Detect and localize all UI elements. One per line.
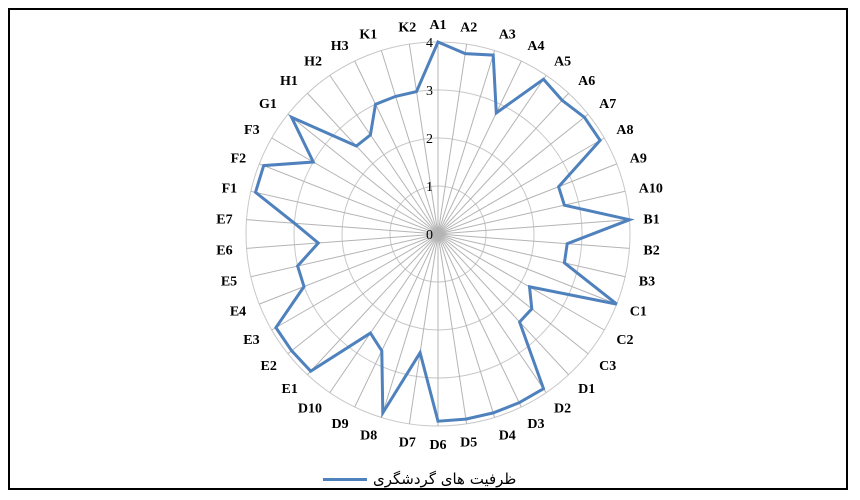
radar-spokes xyxy=(246,42,630,426)
chart-frame: 0 1 2 3 4 A1 A2 A3 A4 A5 A6 A7 A8 A9 A10 B1 B2 B3 C1 C2 C3 D… xyxy=(8,8,848,490)
grid-spoke xyxy=(354,60,439,235)
grid-spoke xyxy=(287,113,439,235)
grid-spoke xyxy=(307,233,439,376)
grid-spoke xyxy=(380,233,439,418)
grid-spoke xyxy=(329,75,439,235)
category-label: H1 xyxy=(280,74,298,89)
category-label: K1 xyxy=(359,27,377,42)
tick-label: 2 xyxy=(426,132,433,147)
radial-tick-labels: 0 1 2 3 4 xyxy=(426,36,433,243)
grid-spoke xyxy=(437,233,496,418)
grid-spoke xyxy=(437,113,589,235)
category-label: D10 xyxy=(298,402,322,417)
grid-spoke xyxy=(437,233,547,393)
grid-spoke xyxy=(437,163,617,235)
category-label: H3 xyxy=(331,39,349,54)
grid-spoke xyxy=(437,233,589,355)
grid-spoke xyxy=(437,233,522,408)
grid-spoke xyxy=(437,75,547,235)
category-label: C1 xyxy=(630,305,647,320)
category-label: F1 xyxy=(222,181,238,196)
legend-line-swatch xyxy=(323,477,367,481)
category-label: A6 xyxy=(578,74,595,89)
category-label: A8 xyxy=(616,123,633,138)
category-label: K2 xyxy=(398,20,416,35)
category-label: A9 xyxy=(630,151,647,166)
category-label: D3 xyxy=(527,417,544,432)
category-label: G1 xyxy=(259,97,277,112)
category-label: E1 xyxy=(282,382,298,397)
grid-spoke xyxy=(437,137,605,235)
radar-series xyxy=(253,40,635,423)
category-label: F2 xyxy=(231,151,247,166)
grid-spoke xyxy=(271,137,439,235)
category-label: D1 xyxy=(578,382,595,397)
grid-spoke xyxy=(329,233,439,393)
category-label: H2 xyxy=(304,55,322,70)
series-line xyxy=(253,40,635,423)
category-label: A7 xyxy=(599,97,616,112)
grid-spoke xyxy=(437,233,468,424)
category-label: E6 xyxy=(216,244,232,259)
grid-spoke xyxy=(437,92,569,235)
legend-series-name: ظرفیت های گردشگری xyxy=(373,470,517,488)
grid-spoke xyxy=(437,219,630,235)
category-label: F3 xyxy=(244,123,260,138)
grid-spoke xyxy=(380,50,439,235)
category-label: D8 xyxy=(360,429,377,444)
category-label: A1 xyxy=(429,18,446,33)
legend: ظرفیت های گردشگری xyxy=(323,468,516,490)
grid-spoke xyxy=(437,233,569,376)
grid-spoke xyxy=(246,233,439,249)
category-label: E2 xyxy=(261,359,277,374)
grid-spoke xyxy=(437,60,522,235)
grid-spoke xyxy=(437,233,605,331)
grid-spoke xyxy=(307,92,439,235)
category-label: D9 xyxy=(331,417,348,432)
grid-spoke xyxy=(354,233,439,408)
tick-label: 1 xyxy=(426,180,433,195)
grid-spoke xyxy=(246,219,439,235)
grid-spoke xyxy=(287,233,439,355)
category-label: C2 xyxy=(616,333,633,348)
category-label: D5 xyxy=(460,436,477,451)
category-label: D2 xyxy=(554,402,571,417)
category-label: E3 xyxy=(243,333,259,348)
grid-spoke xyxy=(437,190,626,235)
category-label: A5 xyxy=(554,55,571,70)
grid-spoke xyxy=(437,233,630,249)
category-label: D6 xyxy=(429,438,446,453)
grid-spoke xyxy=(271,233,439,331)
category-label: B1 xyxy=(643,212,659,227)
category-label: A2 xyxy=(460,20,477,35)
category-label: E7 xyxy=(216,212,232,227)
tick-label: 4 xyxy=(426,36,433,51)
category-label: E5 xyxy=(221,275,237,290)
grid-spoke xyxy=(437,50,496,235)
grid-spoke xyxy=(250,190,439,235)
category-label: D7 xyxy=(399,436,416,451)
category-label: E4 xyxy=(230,305,246,320)
category-label: A4 xyxy=(527,39,544,54)
tick-label: 3 xyxy=(426,84,433,99)
category-label: D4 xyxy=(499,429,516,444)
grid-spoke xyxy=(408,44,439,235)
category-label: B2 xyxy=(643,244,659,259)
category-label: B3 xyxy=(639,275,655,290)
grid-spoke xyxy=(437,44,468,235)
category-label: C3 xyxy=(599,359,616,374)
grid-spoke xyxy=(408,233,439,424)
category-label: A10 xyxy=(639,181,663,196)
grid-spoke xyxy=(437,233,626,278)
grid-spoke xyxy=(259,163,439,235)
grid-spoke xyxy=(437,233,617,305)
tick-label: 0 xyxy=(426,228,433,243)
grid-spoke xyxy=(259,233,439,305)
category-label: A3 xyxy=(499,27,516,42)
grid-spoke xyxy=(250,233,439,278)
